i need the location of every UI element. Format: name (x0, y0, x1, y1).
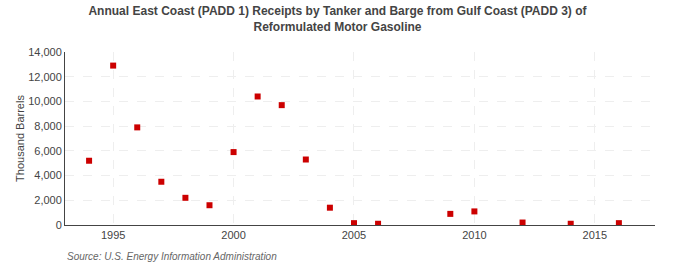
svg-text:2000: 2000 (221, 229, 245, 241)
svg-text:1995: 1995 (101, 229, 125, 241)
svg-text:2005: 2005 (342, 229, 366, 241)
svg-text:2015: 2015 (583, 229, 607, 241)
svg-text:0: 0 (56, 219, 62, 231)
svg-text:14,000: 14,000 (28, 46, 62, 58)
svg-text:Thousand Barrels: Thousand Barrels (14, 95, 26, 182)
svg-text:Source: U.S. Energy Informatio: Source: U.S. Energy Information Administ… (67, 251, 277, 262)
svg-text:10,000: 10,000 (28, 95, 62, 107)
svg-text:12,000: 12,000 (28, 71, 62, 83)
svg-text:6,000: 6,000 (34, 145, 62, 157)
svg-text:8,000: 8,000 (34, 120, 62, 132)
svg-text:2010: 2010 (462, 229, 486, 241)
svg-text:4,000: 4,000 (34, 169, 62, 181)
svg-text:2,000: 2,000 (34, 194, 62, 206)
svg-text:Annual East Coast (PADD 1) Rec: Annual East Coast (PADD 1) Receipts by T… (88, 4, 587, 34)
